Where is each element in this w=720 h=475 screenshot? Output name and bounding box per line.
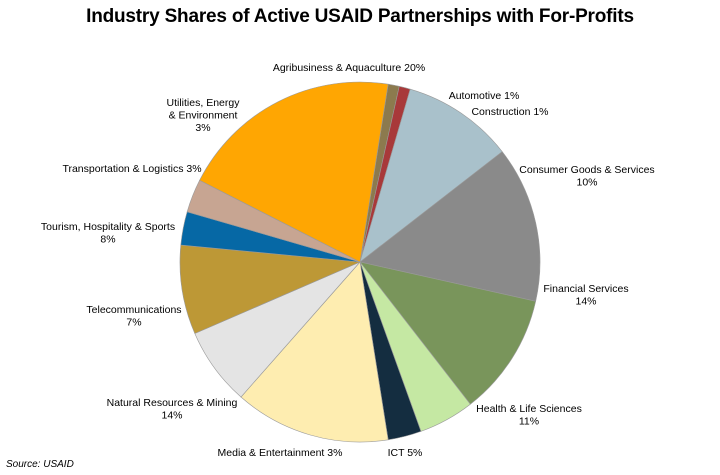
pie-slice-tourism-hospitality-and-sports [179,244,361,334]
source-note: Source: USAID [6,459,74,470]
pie-slice-agribusiness-and-aquaculture [199,81,389,263]
slice-label-health-and-life-sciences: Health & Life Sciences 11% [476,403,582,428]
pie-slice-financial-services [359,151,541,302]
pie-slice-natural-resources-and-mining [240,261,389,443]
slice-label-agribusiness-and-aquaculture: Agribusiness & Aquaculture 20% [273,62,425,74]
slice-label-natural-resources-and-mining: Natural Resources & Mining 14% [107,397,238,422]
slice-label-tourism-hospitality-and-sports: Tourism, Hospitality & Sports 8% [41,221,175,246]
slice-label-automotive: Automotive 1% [449,90,520,102]
slice-label-transportation-and-logistics: Transportation & Logistics 3% [62,163,201,175]
slice-label-consumer-goods-and-services: Consumer Goods & Services 10% [519,164,654,189]
slice-label-financial-services: Financial Services 14% [543,283,628,308]
slice-label-construction: Construction 1% [471,106,548,118]
slice-label-utilities-energy-and-environment: Utilities, Energy & Environment 3% [167,97,241,134]
slice-label-telecommunications: Telecommunications 7% [86,304,181,329]
pie-slice-consumer-goods-and-services [359,88,503,263]
pie-slice-health-and-life-sciences [359,261,537,405]
chart-title: Industry Shares of Active USAID Partners… [86,6,634,27]
slice-label-ict: ICT 5% [388,447,423,459]
slice-label-media-and-entertainment: Media & Entertainment 3% [218,447,343,459]
